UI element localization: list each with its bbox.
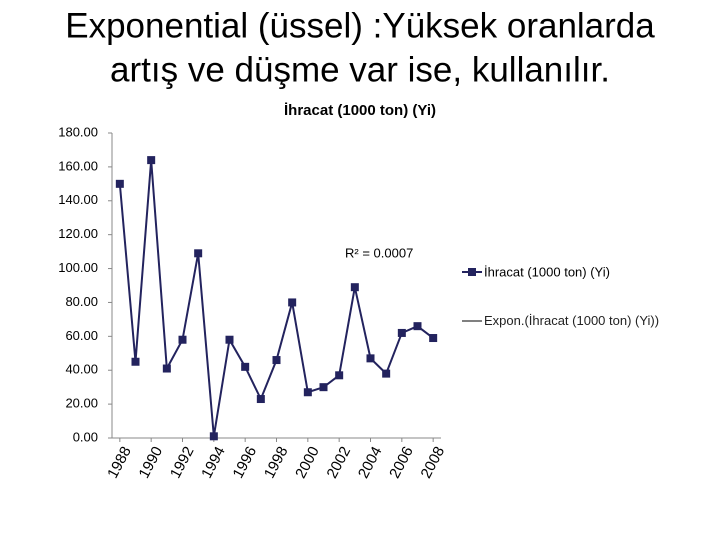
point-marker: [272, 356, 281, 365]
point-marker: [241, 362, 250, 371]
x-tick-label: 2002: [324, 444, 355, 481]
x-tick-label: 2006: [386, 444, 417, 481]
y-tick-label: 100.00: [58, 260, 98, 275]
slide-title-line: Exponential (üssel) :Yüksek oranlarda: [65, 6, 655, 45]
x-tick-label: 2000: [292, 444, 323, 481]
chart-title: İhracat (1000 ton) (Yi): [284, 102, 436, 119]
point-marker: [350, 283, 359, 292]
point-marker: [413, 322, 422, 331]
point-marker: [209, 432, 218, 441]
point-marker: [162, 364, 171, 373]
y-tick-label: 180.00: [58, 124, 98, 139]
x-tick-label: 1988: [104, 444, 135, 481]
x-tick-label: 2004: [355, 444, 386, 481]
y-tick-label: 60.00: [65, 328, 98, 343]
point-marker: [131, 357, 140, 366]
y-tick-label: 0.00: [73, 429, 98, 444]
point-marker: [147, 156, 156, 165]
y-tick-label: 40.00: [65, 362, 98, 377]
series-line: [118, 160, 434, 437]
y-tick-label: 20.00: [65, 396, 98, 411]
legend-label: İhracat (1000 ton) (Yi): [484, 264, 610, 279]
y-tick-label: 140.00: [58, 192, 98, 207]
point-marker: [288, 298, 297, 307]
point-marker: [397, 328, 406, 337]
point-marker: [256, 395, 265, 404]
legend-label: Expon.(İhracat (1000 ton) (Yi)): [484, 313, 660, 328]
point-marker: [335, 371, 344, 380]
r-squared: R² = 0.0007: [345, 245, 413, 260]
x-tick-label: 1994: [198, 444, 229, 481]
point-marker: [115, 179, 124, 188]
point-marker: [178, 335, 187, 344]
point-marker: [194, 249, 203, 258]
point-marker: [319, 383, 328, 392]
point-marker: [382, 369, 391, 378]
x-tick-label: 1990: [136, 444, 167, 481]
y-tick-label: 120.00: [58, 226, 98, 241]
point-marker: [429, 334, 438, 343]
x-tick-label: 1992: [167, 444, 198, 481]
x-tick-label: 2008: [418, 444, 449, 481]
y-tick-label: 160.00: [58, 158, 98, 173]
y-tick-label: 80.00: [65, 294, 98, 309]
point-marker: [303, 388, 312, 397]
x-tick-label: 1998: [261, 444, 292, 481]
point-marker: [225, 335, 234, 344]
legend-marker: [468, 268, 476, 276]
point-marker: [366, 354, 375, 363]
slide-title-line: artış ve düşme var ise, kullanılır.: [110, 50, 610, 89]
x-tick-label: 1996: [230, 444, 261, 481]
